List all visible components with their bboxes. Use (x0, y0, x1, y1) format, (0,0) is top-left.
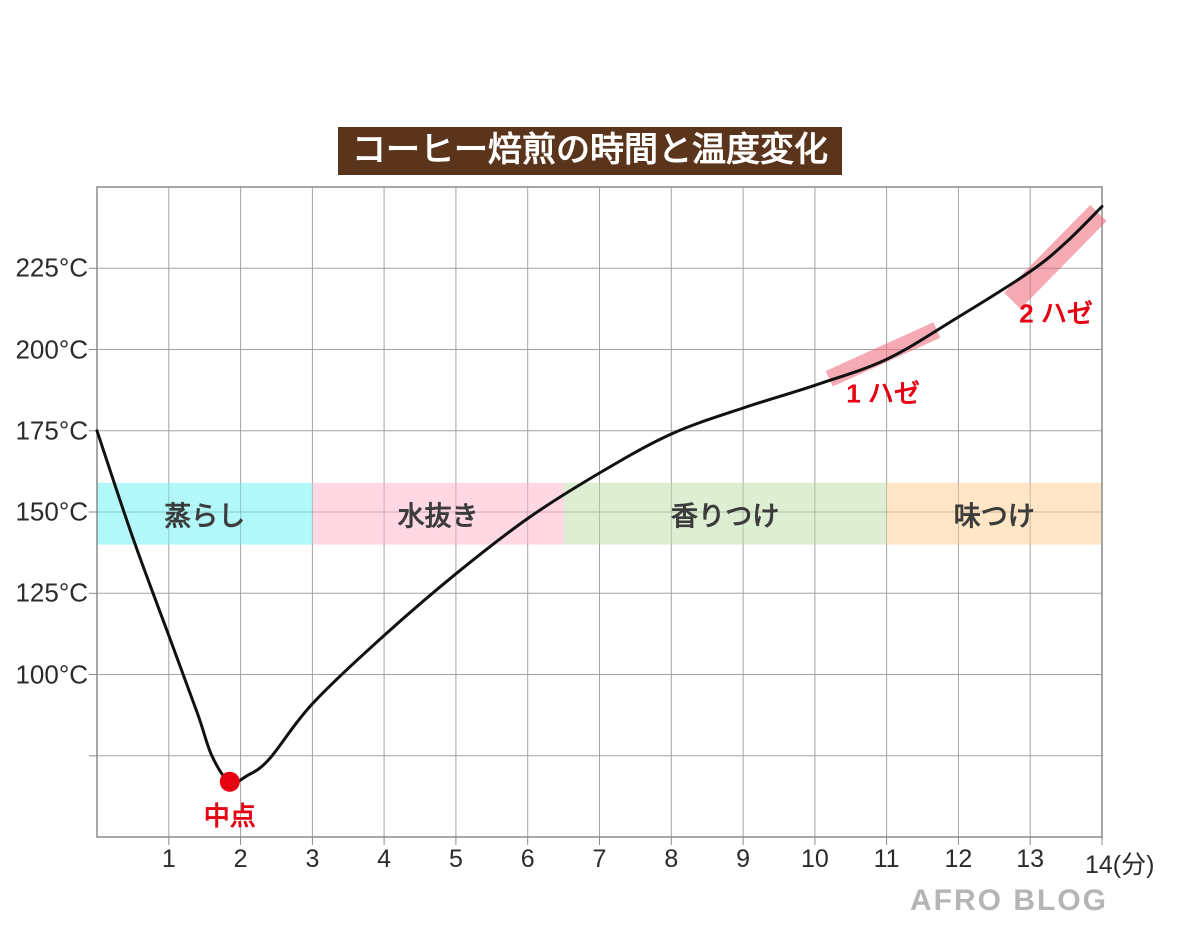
plot-frame (96, 186, 1103, 838)
crack-label: 1 ハゼ (846, 378, 920, 409)
phase-band-3 (563, 482, 887, 545)
y-axis-label: 125°C (15, 577, 88, 608)
x-axis-label: 11 (873, 845, 900, 873)
x-axis-label: 3 (305, 845, 320, 873)
turning-point-label: 中点 (203, 800, 256, 831)
crack-highlight-band-2 (1004, 204, 1107, 309)
phase-band-4 (886, 482, 1102, 545)
x-axis-label: 1 (161, 845, 176, 873)
phase-label: 香りつけ (670, 501, 780, 532)
crack-label: 2 ハゼ (1019, 298, 1093, 329)
y-axis-label: 225°C (15, 252, 88, 283)
phase-band-2 (312, 482, 564, 545)
x-axis-label: 14(分) (1085, 851, 1155, 879)
x-axis-label: 8 (664, 845, 679, 873)
y-axis-label: 175°C (15, 415, 88, 446)
x-axis-label: 6 (520, 845, 535, 873)
phase-label: 蒸らし (164, 501, 246, 532)
x-axis-label: 9 (736, 845, 751, 873)
x-axis-label: 4 (377, 845, 392, 873)
x-axis-label: 13 (1016, 845, 1045, 873)
x-axis-label: 5 (448, 845, 463, 873)
turning-point-dot (219, 771, 240, 792)
y-axis-label: 200°C (15, 334, 88, 364)
y-axis-label: 150°C (15, 496, 88, 527)
x-axis-label: 2 (233, 845, 248, 873)
y-axis-label: 100°C (15, 659, 88, 689)
chart-title: コーヒー焙煎の時間と温度変化 (338, 127, 842, 175)
x-axis-label: 7 (592, 845, 607, 873)
watermark-text: AFRO BLOG (910, 884, 1108, 917)
phase-label: 水抜き (397, 501, 479, 532)
temperature-curve (95, 205, 1104, 785)
x-axis-label: 10 (800, 845, 829, 873)
crack-highlight-band-1 (825, 322, 941, 387)
x-axis-label: 12 (944, 845, 973, 873)
phase-label: 味つけ (953, 501, 1035, 532)
